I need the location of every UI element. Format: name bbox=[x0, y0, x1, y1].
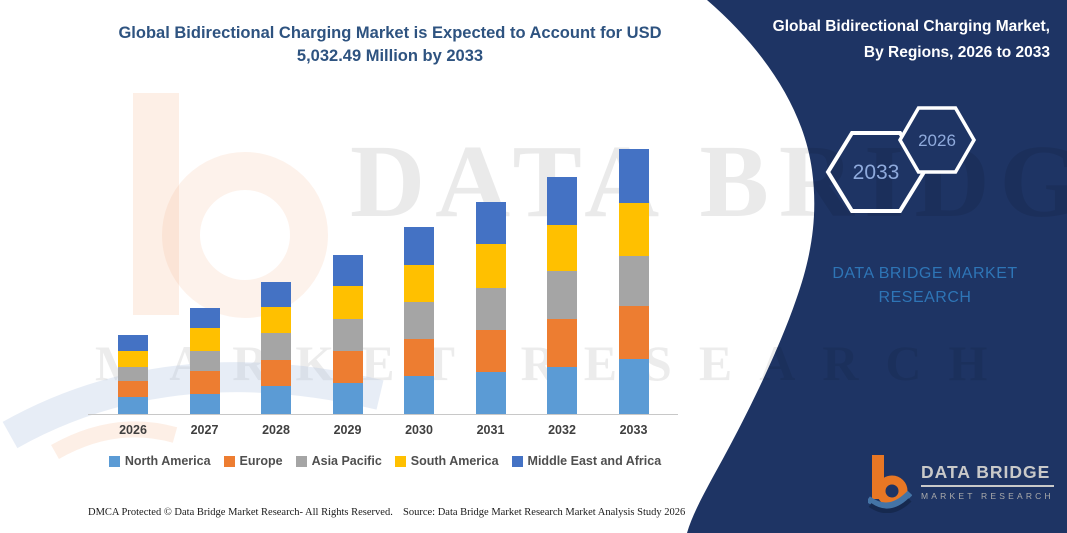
x-axis-label-2031: 2031 bbox=[476, 423, 505, 437]
bar-segment-2031 bbox=[475, 371, 506, 414]
bar-segment-2026 bbox=[118, 350, 148, 367]
bar-segment-2031 bbox=[475, 287, 506, 330]
legend-item: North America bbox=[108, 454, 211, 468]
legend-label: South America bbox=[410, 454, 499, 468]
hexagon-2033-label: 2033 bbox=[853, 161, 900, 184]
bar-segment-2031 bbox=[475, 244, 506, 288]
bar-segment-2027 bbox=[189, 350, 220, 371]
chart-title: Global Bidirectional Charging Market is … bbox=[95, 22, 685, 68]
bar-segment-2028 bbox=[261, 281, 291, 307]
bar-2027 bbox=[189, 307, 220, 414]
hexagon-2026 bbox=[897, 106, 977, 174]
bar-segment-2031 bbox=[475, 329, 506, 372]
panel-brand-text: DATA BRIDGE MARKET RESEARCH bbox=[800, 262, 1050, 310]
legend-item: Asia Pacific bbox=[295, 454, 382, 468]
footer-dmca-text: DMCA Protected © Data Bridge Market Rese… bbox=[88, 507, 393, 518]
legend-label: North America bbox=[124, 454, 211, 468]
bar-segment-2032 bbox=[547, 319, 577, 367]
chart-legend: North America Europe Asia Pacific South Ame… bbox=[40, 454, 730, 468]
panel-title-line2: By Regions, 2026 to 2033 bbox=[863, 44, 1050, 61]
bar-segment-2026 bbox=[118, 380, 148, 397]
legend-swatch-icon bbox=[223, 455, 235, 467]
bar-segment-2029 bbox=[332, 286, 363, 319]
x-axis-label-2027: 2027 bbox=[190, 423, 219, 437]
bar-segment-2027 bbox=[189, 370, 220, 395]
chart-title-line1: Global Bidirectional Charging Market is … bbox=[118, 24, 662, 42]
bar-segment-2028 bbox=[261, 333, 291, 360]
bar-segment-2026 bbox=[118, 396, 148, 414]
legend-label: Europe bbox=[239, 454, 283, 468]
bar-segment-2032 bbox=[547, 366, 577, 414]
bar-segment-2026 bbox=[118, 366, 148, 381]
bar-2030 bbox=[404, 227, 434, 414]
bar-segment-2030 bbox=[404, 376, 434, 414]
legend-swatch-icon bbox=[108, 455, 120, 467]
bar-segment-2030 bbox=[404, 339, 434, 377]
bar-segment-2028 bbox=[261, 359, 291, 387]
x-axis-label-2033: 2033 bbox=[619, 423, 648, 437]
bar-2033 bbox=[618, 149, 649, 414]
legend-item: Middle East and Africa bbox=[511, 454, 662, 468]
bar-2028 bbox=[261, 281, 291, 414]
dbmr-logo-b-icon bbox=[868, 455, 912, 513]
bar-segment-2027 bbox=[189, 328, 220, 351]
bar-segment-2029 bbox=[332, 350, 363, 383]
x-axis-label-2030: 2030 bbox=[405, 423, 433, 437]
bar-segment-2029 bbox=[332, 318, 363, 351]
legend-swatch-icon bbox=[394, 455, 406, 467]
x-axis-label-2028: 2028 bbox=[262, 423, 290, 437]
bar-segment-2033 bbox=[618, 255, 649, 306]
bar-segment-2029 bbox=[332, 383, 363, 414]
x-axis-label-2029: 2029 bbox=[333, 423, 362, 437]
bar-segment-2027 bbox=[189, 394, 220, 414]
x-axis-label-2032: 2032 bbox=[548, 423, 576, 437]
legend-swatch-icon bbox=[511, 455, 523, 467]
bar-segment-2030 bbox=[404, 301, 434, 340]
dbmr-logo: DATA BRIDGE MARKET RESEARCH bbox=[868, 455, 1054, 513]
bar-segment-2028 bbox=[261, 386, 291, 414]
bar-segment-2026 bbox=[118, 334, 148, 351]
year-hexagons: 2033 2026 bbox=[825, 106, 977, 213]
legend-swatch-icon bbox=[295, 455, 307, 467]
bar-2031 bbox=[475, 202, 506, 414]
plot-area bbox=[88, 140, 678, 415]
panel-title-line1: Global Bidirectional Charging Market, bbox=[772, 18, 1050, 35]
chart-title-line2: 5,032.49 Million by 2033 bbox=[296, 47, 484, 65]
bar-segment-2030 bbox=[404, 227, 434, 265]
bar-segment-2033 bbox=[618, 202, 649, 256]
bar-segment-2028 bbox=[261, 306, 291, 334]
bar-segment-2027 bbox=[189, 307, 220, 329]
bar-segment-2031 bbox=[475, 202, 506, 245]
x-axis-labels: 2026 2027 2028 2029 2030 2031 2032 2033 bbox=[88, 423, 678, 441]
bar-segment-2030 bbox=[404, 264, 434, 302]
hexagon-2026-label: 2026 bbox=[918, 131, 956, 150]
bar-segment-2029 bbox=[332, 255, 363, 287]
logo-title: DATA BRIDGE bbox=[921, 462, 1054, 487]
legend-item: Europe bbox=[223, 454, 283, 468]
bar-2029 bbox=[332, 255, 363, 414]
bar-segment-2033 bbox=[618, 149, 649, 203]
bar-segment-2032 bbox=[547, 271, 577, 320]
logo-subtitle: MARKET RESEARCH bbox=[921, 491, 1054, 501]
bar-segment-2032 bbox=[547, 225, 577, 272]
legend-item: South America bbox=[394, 454, 499, 468]
x-axis-label-2026: 2026 bbox=[119, 423, 147, 437]
panel-brand-line2: RESEARCH bbox=[878, 289, 972, 306]
bar-segment-2033 bbox=[618, 305, 649, 360]
bar-segment-2032 bbox=[547, 177, 577, 226]
panel-title: Global Bidirectional Charging Market, By… bbox=[700, 14, 1050, 66]
panel-brand-line1: DATA BRIDGE MARKET bbox=[832, 265, 1018, 282]
dbmr-logo-text: DATA BRIDGE MARKET RESEARCH bbox=[921, 462, 1054, 501]
footer-source-text: Source: Data Bridge Market Research Mark… bbox=[403, 507, 686, 518]
legend-label: Middle East and Africa bbox=[527, 454, 662, 468]
bar-segment-2033 bbox=[618, 359, 649, 414]
bar-2026 bbox=[118, 334, 148, 414]
bar-2032 bbox=[547, 177, 577, 414]
legend-label: Asia Pacific bbox=[311, 454, 382, 468]
